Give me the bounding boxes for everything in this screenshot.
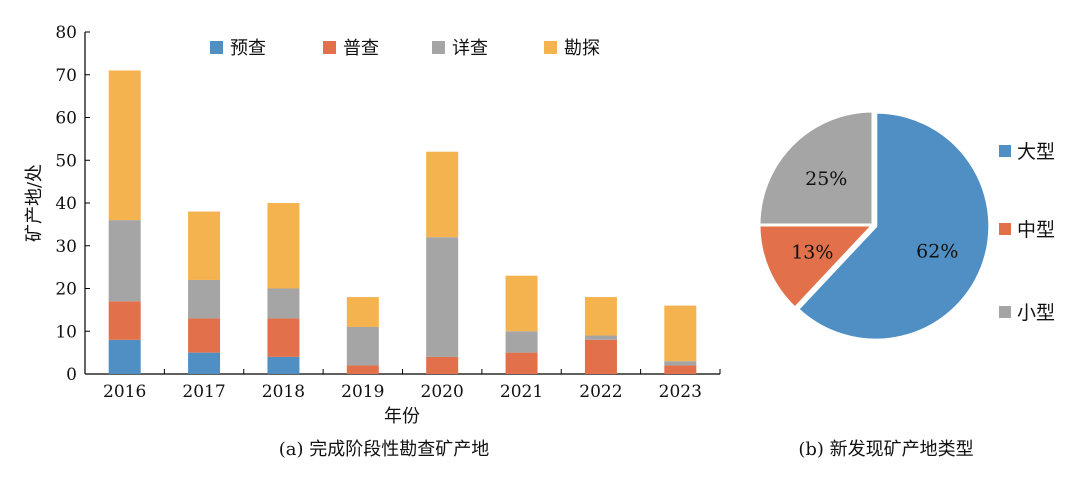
bar-segment-2020	[426, 356, 459, 374]
bar-segment-2018	[267, 356, 300, 374]
pie-slice-group	[757, 109, 992, 342]
pie-data-label: 13%	[791, 241, 833, 263]
x-tick-label: 2016	[103, 382, 146, 402]
bar-segment-2016	[108, 339, 141, 374]
legend-swatch	[432, 41, 445, 54]
bar-segment-2017	[188, 318, 221, 353]
pie-chart-caption: (b) 新发现矿产地类型	[798, 439, 973, 460]
pie-label-group: 62% 13% 25%	[791, 168, 958, 263]
bar-segment-2021	[505, 352, 538, 374]
bar-segment-2019	[346, 297, 379, 327]
bar-segment-2022	[584, 297, 617, 336]
pie-slice-中型	[757, 223, 877, 311]
legend-label: 详查	[452, 38, 488, 59]
legend-label: 预查	[230, 38, 266, 59]
bar-segment-2020	[426, 151, 459, 238]
bar-segment-2018	[267, 203, 300, 289]
bar-segment-2019	[346, 365, 379, 374]
bar-segment-2016	[108, 301, 141, 340]
bar-segment-2022	[584, 339, 617, 374]
pie-slice-小型	[757, 109, 875, 227]
bar-segment-2017	[188, 279, 221, 319]
pie-data-label: 25%	[805, 168, 847, 190]
x-axis-label: 年份	[384, 406, 420, 427]
bar-segment-2022	[584, 335, 617, 340]
y-tick-label: 50	[55, 151, 77, 171]
x-tick-label: 2019	[341, 382, 384, 402]
pie-slice-大型	[795, 110, 992, 342]
pie-legend-swatch	[999, 306, 1011, 318]
x-tick-label: 2018	[262, 382, 305, 402]
bar-segment-2020	[426, 237, 459, 357]
y-axis-label: 矿产地/处	[24, 164, 45, 242]
x-tick-label: 2022	[579, 382, 622, 402]
y-tick-label: 40	[55, 194, 77, 214]
y-tick-label: 30	[55, 237, 77, 257]
bar-segment-2019	[346, 326, 379, 366]
x-tick-label: 2017	[182, 382, 225, 402]
x-tick-group: 2016 2017 2018 2019 2020 2021 2022 2023	[103, 369, 721, 402]
x-tick-label: 2021	[500, 382, 543, 402]
pie-legend-swatch	[999, 223, 1011, 235]
bar-segment-2016	[108, 220, 141, 302]
legend-swatch	[210, 41, 223, 54]
bar-segment-2021	[505, 331, 538, 353]
bar-segment-2018	[267, 288, 300, 319]
bar-segment-2016	[108, 70, 141, 221]
y-tick-label: 20	[55, 280, 77, 300]
pie-legend-swatch	[999, 145, 1011, 157]
bar-segment-2017	[188, 352, 221, 374]
x-tick-label: 2020	[421, 382, 464, 402]
y-tick-label: 80	[55, 23, 77, 43]
y-tick-label: 10	[55, 322, 77, 342]
bar-segment-2023	[664, 305, 697, 362]
legend-swatch	[544, 41, 557, 54]
bar-legend: 预查 普查 详查 勘探	[210, 38, 600, 59]
bar-segment-2021	[505, 275, 538, 332]
pie-data-label: 62%	[916, 240, 958, 262]
bar-group	[108, 70, 697, 374]
x-tick-label: 2023	[659, 382, 702, 402]
legend-swatch	[323, 41, 336, 54]
bar-segment-2023	[664, 361, 697, 366]
bar-segment-2018	[267, 318, 300, 357]
bar-segment-2017	[188, 211, 221, 280]
legend-label: 普查	[343, 38, 379, 59]
pie-legend-label: 大型	[1017, 141, 1055, 163]
y-tick-label: 0	[66, 365, 77, 385]
y-tick-label: 70	[55, 66, 77, 86]
pie-legend-label: 小型	[1017, 302, 1055, 324]
pie-legend-label: 中型	[1017, 219, 1055, 241]
legend-label: 勘探	[564, 38, 600, 59]
bar-segment-2023	[664, 365, 697, 374]
y-tick-group: 0 10 20 30 40 50 60 70 80	[55, 23, 90, 385]
bar-chart-caption: (a) 完成阶段性勘查矿产地	[279, 439, 490, 460]
y-tick-label: 60	[55, 109, 77, 129]
